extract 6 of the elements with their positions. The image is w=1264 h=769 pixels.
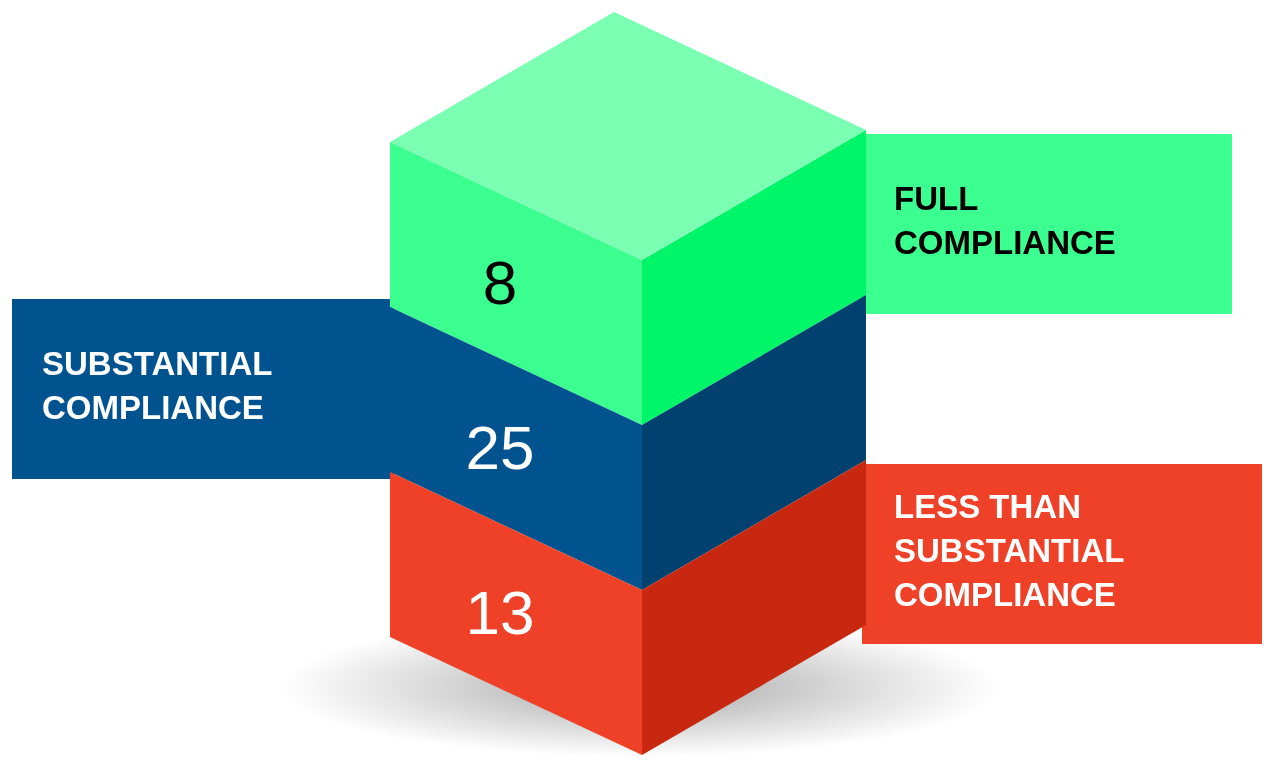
data-label: 13 (465, 577, 535, 647)
data-label: 25 (465, 412, 535, 482)
category-label: SUBSTANTIAL COMPLIANCE (42, 345, 273, 426)
data-label: 8 (482, 247, 518, 317)
category-label: FULL COMPLIANCE (894, 180, 1116, 261)
category-label: LESS THAN SUBSTANTIAL COMPLIANCE (894, 488, 1125, 613)
